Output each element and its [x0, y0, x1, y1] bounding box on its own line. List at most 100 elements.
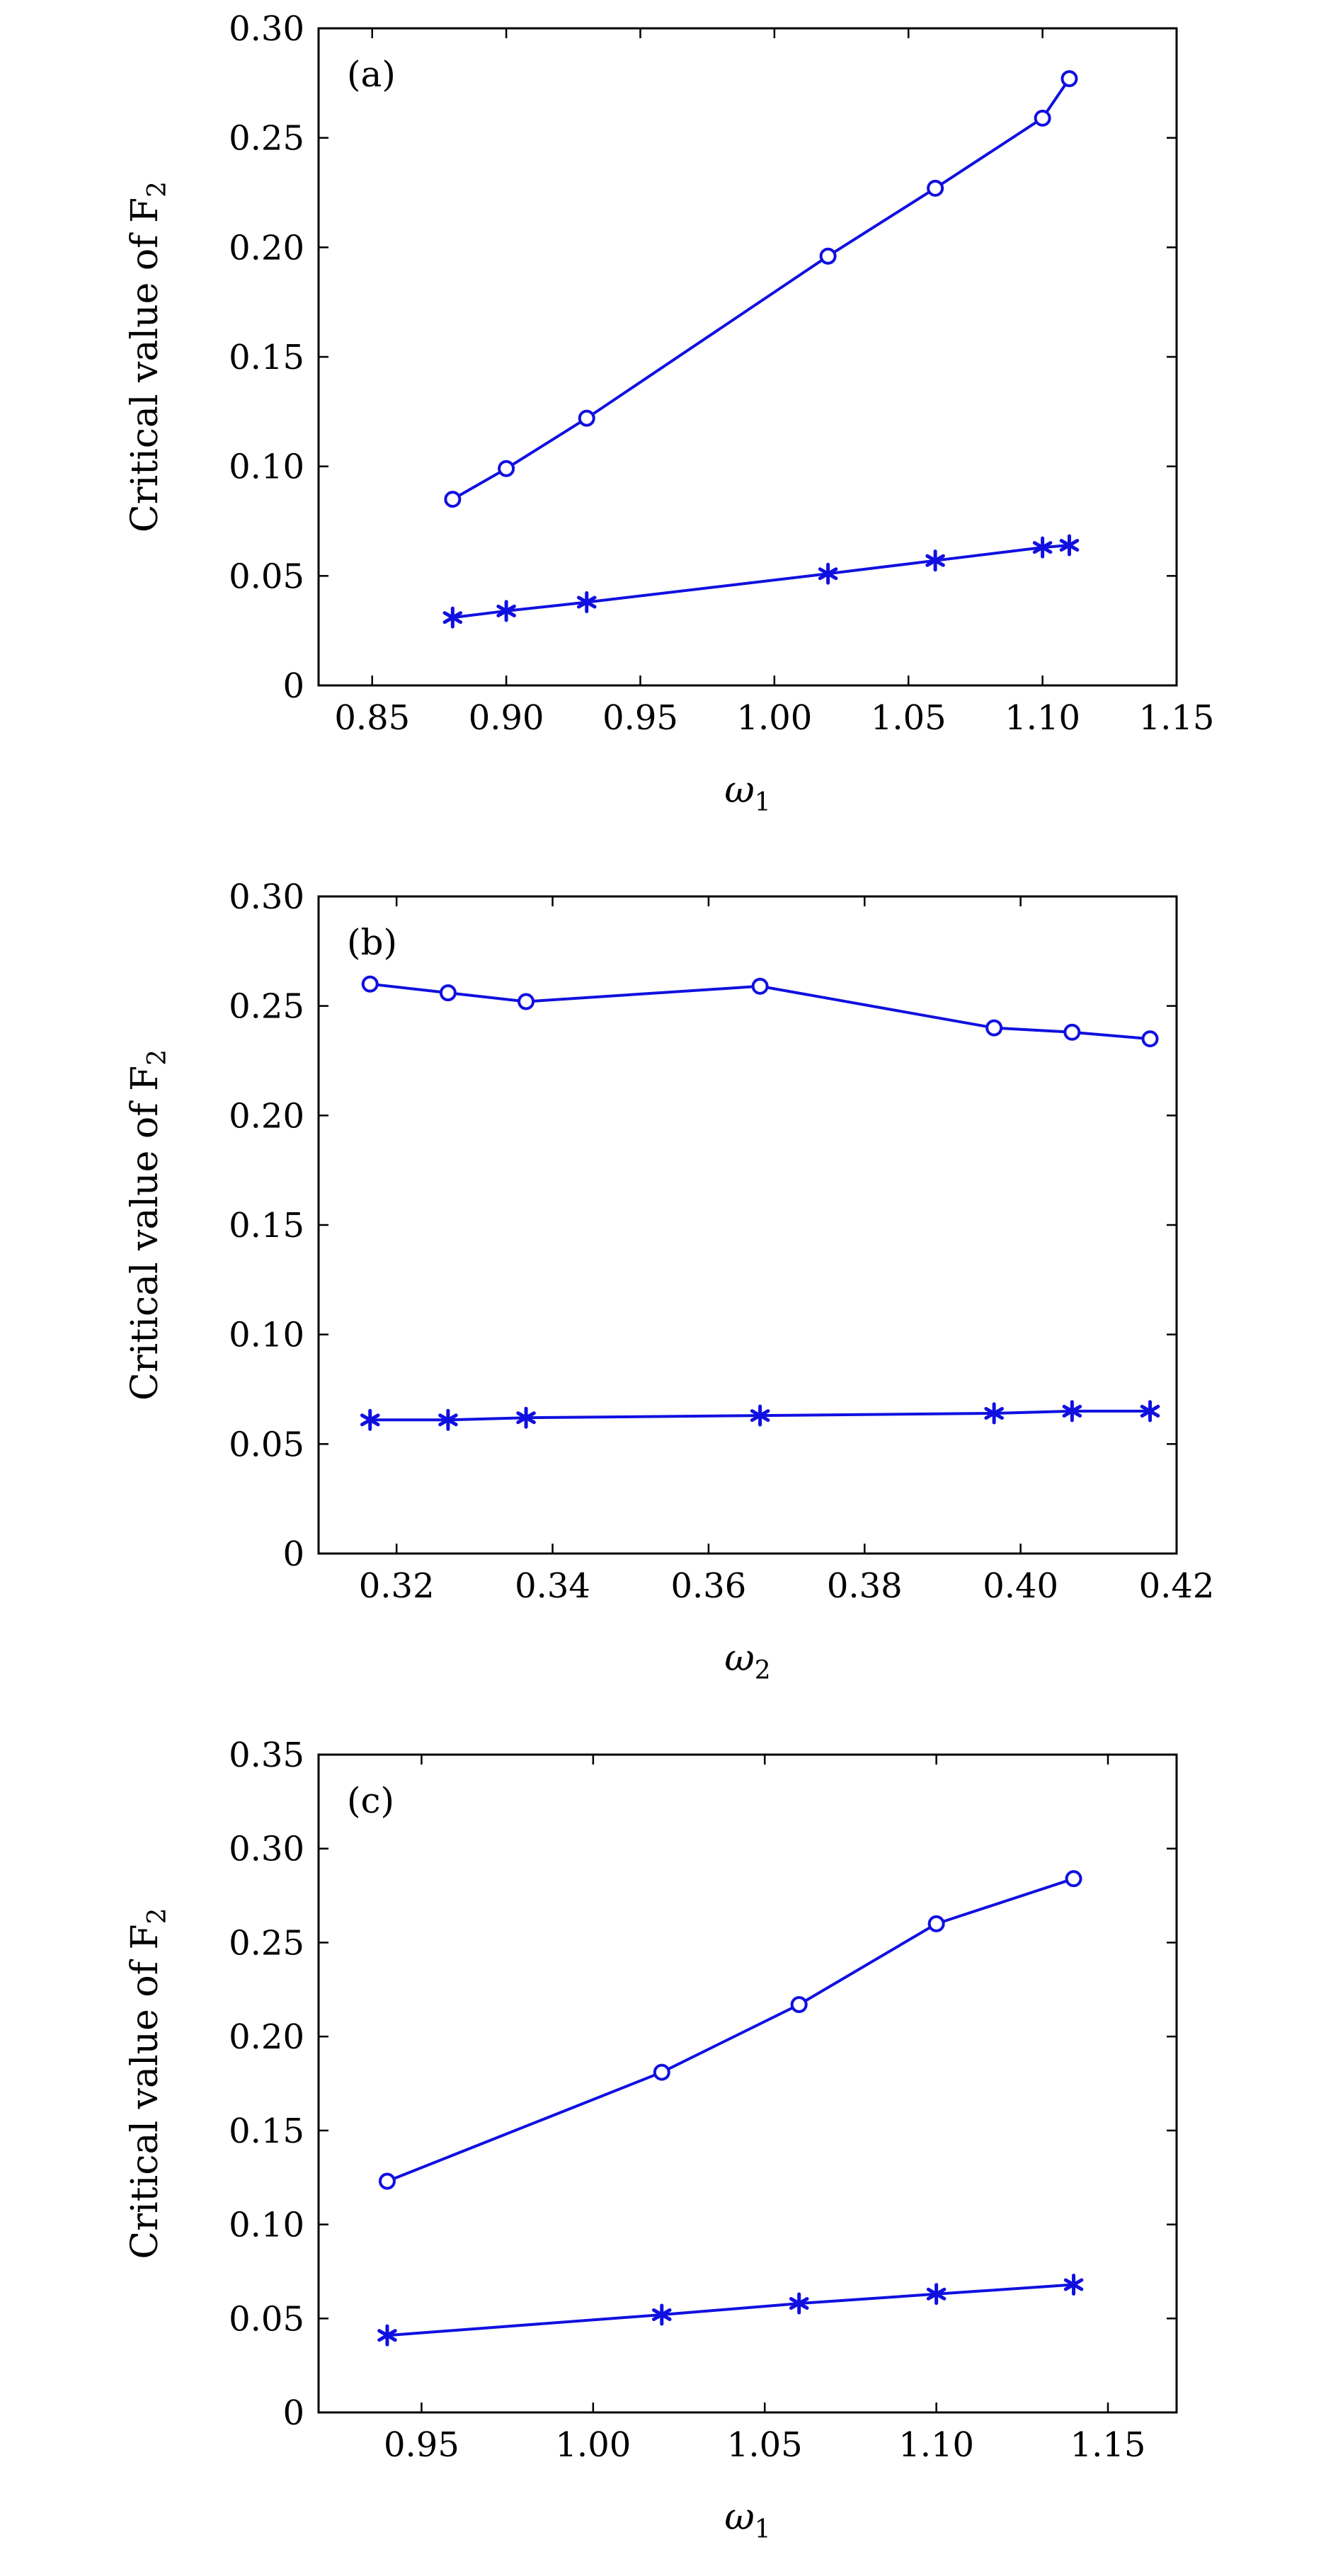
- panel-b: 0.32 0.34 0.36 0.38 0.40 0.42 0 0.05 0.10 0.15 0.2…: [124, 877, 1214, 1685]
- x-tick-label: 0.95: [384, 2425, 459, 2465]
- data-point-circle: [1063, 1023, 1081, 1041]
- x-tick-label: 0.42: [1139, 1566, 1215, 1606]
- x-tick-label: 1.00: [736, 698, 812, 738]
- series-asterisk: [360, 1400, 1160, 1431]
- series-circle: [361, 975, 1159, 1048]
- data-point-asterisk: [377, 2324, 397, 2347]
- y-axis-label: Critical value of F2: [124, 1908, 172, 2259]
- data-point-asterisk: [1140, 1400, 1160, 1423]
- data-point-circle: [1065, 1870, 1082, 1888]
- y-axis-label-text: Critical value of F: [124, 1924, 166, 2259]
- y-tick-label: 0.20: [229, 2017, 304, 2057]
- data-point-asterisk: [576, 591, 597, 613]
- y-tick-label: 0.25: [229, 1923, 304, 1963]
- data-point-circle: [927, 179, 944, 197]
- data-point-circle: [927, 1915, 945, 1932]
- data-point-asterisk: [516, 1406, 536, 1429]
- x-axis-label-symbol: ω: [724, 769, 754, 811]
- y-tick-label: 0.10: [229, 1316, 304, 1355]
- y-tick-label: 0.15: [229, 2111, 304, 2151]
- data-point-asterisk: [1062, 1400, 1082, 1423]
- y-axis-label-subscript: 2: [143, 1049, 172, 1066]
- x-axis-label-subscript: 1: [755, 2515, 771, 2544]
- data-point-circle: [444, 491, 462, 508]
- x-axis-label: ω2: [724, 1637, 770, 1685]
- y-axis-label-text: Critical value of F: [124, 198, 166, 532]
- x-tick-label: 0.38: [827, 1566, 903, 1606]
- y-tick-label: 0.05: [229, 2299, 304, 2339]
- x-tick-label: 0.34: [515, 1566, 590, 1606]
- panel-label: (c): [347, 1780, 394, 1821]
- y-axis-label: Critical value of F2: [124, 181, 172, 532]
- data-point-circle: [985, 1019, 1003, 1037]
- data-point-asterisk: [1063, 2274, 1084, 2296]
- y-tick-label: 0.15: [229, 1206, 304, 1246]
- data-point-circle: [1034, 109, 1051, 127]
- data-point-asterisk: [496, 600, 516, 622]
- x-tick-label: 1.15: [1139, 698, 1215, 738]
- panel-c: 0.95 1.00 1.05 1.10 1.15 0 0.05 0.10 0.15 0.20 0.2…: [124, 1736, 1178, 2544]
- x-tick-label: 1.10: [898, 2425, 974, 2465]
- panel-label: (b): [347, 922, 397, 963]
- y-tick-label: 0: [282, 666, 304, 706]
- data-point-asterisk: [360, 1408, 380, 1431]
- x-axis-label-subscript: 2: [755, 1656, 771, 1685]
- series-line: [387, 2283, 1074, 2337]
- x-tick-label: 0.85: [334, 698, 410, 738]
- data-point-asterisk: [750, 1404, 770, 1427]
- y-tick-label: 0.20: [229, 1096, 304, 1136]
- data-point-asterisk: [925, 549, 945, 572]
- x-tick-label: 1.05: [871, 698, 947, 738]
- y-tick-label: 0.30: [229, 1830, 304, 1869]
- data-point-asterisk: [789, 2292, 809, 2315]
- series-asterisk: [442, 534, 1080, 629]
- data-point-asterisk: [442, 606, 463, 629]
- series-circle: [378, 1870, 1082, 2190]
- data-point-circle: [518, 993, 535, 1010]
- y-tick-label: 0.25: [229, 119, 304, 159]
- data-point-circle: [498, 460, 515, 477]
- data-point-circle: [1141, 1030, 1159, 1048]
- panel-label: (a): [347, 54, 396, 95]
- x-tick-label: 1.00: [555, 2425, 631, 2465]
- y-axis-label-text: Critical value of F: [124, 1066, 166, 1401]
- y-tick-label: 0.20: [229, 228, 304, 268]
- x-axis-label-symbol: ω: [724, 1637, 754, 1680]
- data-point-circle: [790, 1996, 808, 2014]
- y-tick-label: 0.30: [229, 9, 304, 49]
- data-point-asterisk: [1032, 536, 1053, 559]
- y-axis-label-subscript: 2: [143, 181, 172, 198]
- y-tick-label: 0.30: [229, 877, 304, 917]
- y-axis-label-subscript: 2: [143, 1908, 172, 1925]
- x-tick-label: 1.05: [727, 2425, 803, 2465]
- data-point-circle: [439, 984, 457, 1002]
- plot-frame: [317, 27, 1178, 687]
- data-point-asterisk: [926, 2283, 947, 2306]
- y-tick-label: 0: [282, 1534, 304, 1574]
- plot-frame: [317, 1753, 1178, 2414]
- x-axis-label-subscript: 1: [755, 788, 771, 817]
- data-point-asterisk: [818, 562, 838, 585]
- data-point-circle: [361, 975, 379, 993]
- data-point-circle: [751, 977, 769, 995]
- data-point-asterisk: [984, 1402, 1004, 1425]
- x-axis-label-symbol: ω: [724, 2496, 754, 2538]
- data-point-circle: [819, 247, 837, 265]
- y-tick-label: 0.10: [229, 448, 304, 487]
- x-axis-label: ω1: [724, 2496, 770, 2544]
- data-point-circle: [578, 409, 595, 427]
- data-point-asterisk: [1059, 534, 1080, 557]
- data-point-asterisk: [438, 1408, 458, 1431]
- series-asterisk: [377, 2274, 1084, 2347]
- x-tick-label: 0.36: [670, 1566, 746, 1606]
- panel-a: 0.85 0.90 0.95 1.00 1.05 1.10 1.15 0 0.05 0.10 0.1…: [124, 9, 1214, 817]
- y-tick-label: 0.10: [229, 2206, 304, 2245]
- x-tick-label: 0.90: [469, 698, 544, 738]
- x-tick-label: 0.95: [602, 698, 678, 738]
- x-tick-label: 1.10: [1005, 698, 1080, 738]
- data-point-circle: [378, 2172, 396, 2190]
- y-tick-label: 0.05: [229, 557, 304, 596]
- x-tick-label: 1.15: [1070, 2425, 1146, 2465]
- x-tick-label: 0.40: [983, 1566, 1058, 1606]
